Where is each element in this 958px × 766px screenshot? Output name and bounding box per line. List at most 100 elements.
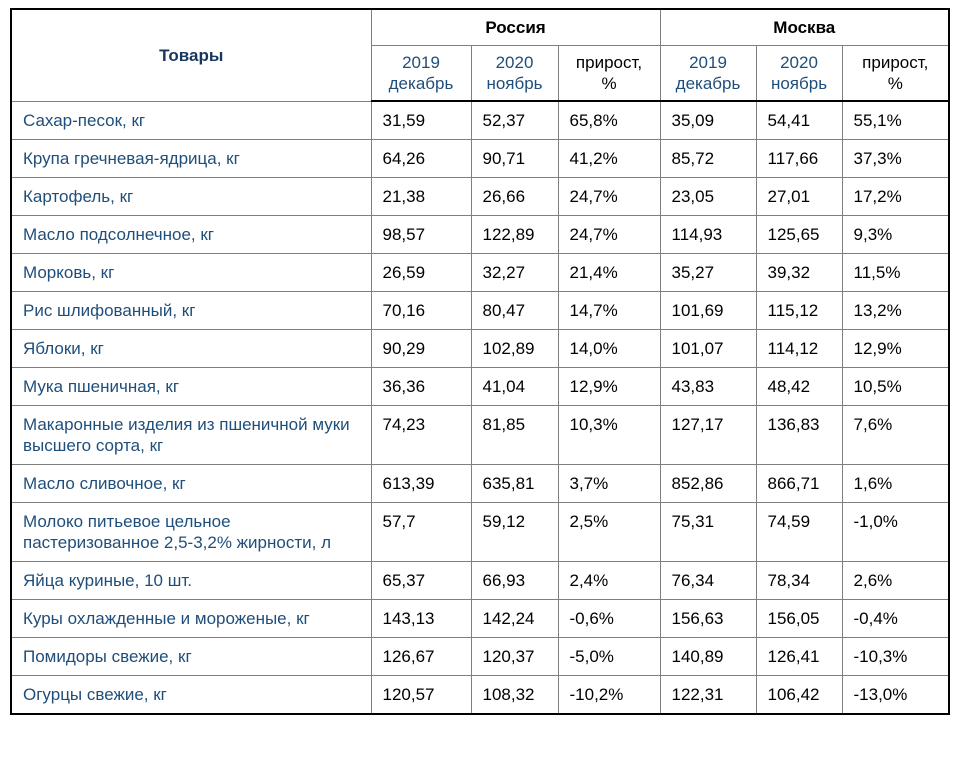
value-cell: -10,3% (841, 637, 950, 676)
value-cell: 3,7% (557, 464, 661, 503)
value-cell: 41,2% (557, 139, 661, 178)
value-cell: 127,17 (659, 405, 757, 465)
table-row: Морковь, кг 26,59 32,27 21,4% 35,27 39,32 11,5… (10, 253, 950, 292)
value-cell: 102,89 (470, 329, 559, 368)
column-group-russia: Россия (370, 8, 661, 46)
product-name-cell: Куры охлажденные и мороженые, кг (10, 599, 372, 638)
value-cell: 125,65 (755, 215, 843, 254)
value-cell: 114,93 (659, 215, 757, 254)
table-row: Крупа гречневая-ядрица, кг 64,26 90,71 41,2… (10, 139, 950, 178)
value-cell: 101,07 (659, 329, 757, 368)
value-cell: 35,09 (659, 100, 757, 140)
value-cell: 78,34 (755, 561, 843, 600)
value-cell: 117,66 (755, 139, 843, 178)
value-cell: 120,57 (370, 675, 472, 715)
value-cell: 115,12 (755, 291, 843, 330)
value-cell: 57,7 (370, 502, 472, 562)
table-row: Картофель, кг 21,38 26,66 24,7% 23,05 27,01 17… (10, 177, 950, 216)
value-cell: 55,1% (841, 100, 950, 140)
value-cell: 23,05 (659, 177, 757, 216)
value-cell: 54,41 (755, 100, 843, 140)
value-cell: 2,5% (557, 502, 661, 562)
value-cell: 64,26 (370, 139, 472, 178)
table-body: Сахар-песок, кг 31,59 52,37 65,8% 35,09 54,41… (10, 100, 950, 715)
product-name-cell: Молоко питьевое цельное пастеризованное … (10, 502, 372, 562)
subheader-2020-november-moscow: 2020 ноябрь (755, 45, 843, 102)
subheader-percent-sign: % (601, 74, 617, 93)
value-cell: -0,4% (841, 599, 950, 638)
table-row: Куры охлажденные и мороженые, кг 143,13 14… (10, 599, 950, 638)
value-cell: 35,27 (659, 253, 757, 292)
subheader-growth-label: прирост, (862, 53, 929, 72)
product-name-cell: Помидоры свежие, кг (10, 637, 372, 676)
table-row: Макаронные изделия из пшеничной муки выс… (10, 405, 950, 465)
subheader-year: 2019 (689, 53, 727, 72)
value-cell: 81,85 (470, 405, 559, 465)
value-cell: -0,6% (557, 599, 661, 638)
table-row: Яйца куриные, 10 шт. 65,37 66,93 2,4% 76,34 7… (10, 561, 950, 600)
product-name-cell: Крупа гречневая-ядрица, кг (10, 139, 372, 178)
value-cell: 52,37 (470, 100, 559, 140)
value-cell: 48,42 (755, 367, 843, 406)
value-cell: 2,4% (557, 561, 661, 600)
value-cell: -10,2% (557, 675, 661, 715)
table-row: Молоко питьевое цельное пастеризованное … (10, 502, 950, 562)
table-row: Огурцы свежие, кг 120,57 108,32 -10,2% 122,3… (10, 675, 950, 715)
value-cell: 7,6% (841, 405, 950, 465)
product-name-cell: Масло сливочное, кг (10, 464, 372, 503)
product-name-cell: Огурцы свежие, кг (10, 675, 372, 715)
subheader-2019-december-moscow: 2019 декабрь (659, 45, 757, 102)
value-cell: 75,31 (659, 502, 757, 562)
value-cell: 12,9% (841, 329, 950, 368)
value-cell: 122,89 (470, 215, 559, 254)
value-cell: 143,13 (370, 599, 472, 638)
value-cell: 10,3% (557, 405, 661, 465)
value-cell: 76,34 (659, 561, 757, 600)
value-cell: 37,3% (841, 139, 950, 178)
value-cell: 70,16 (370, 291, 472, 330)
value-cell: 85,72 (659, 139, 757, 178)
value-cell: 122,31 (659, 675, 757, 715)
value-cell: 1,6% (841, 464, 950, 503)
sub-header-row: 2019 декабрь 2020 ноябрь прирост, % 2019… (11, 45, 950, 102)
value-cell: 98,57 (370, 215, 472, 254)
value-cell: 108,32 (470, 675, 559, 715)
subheader-year: 2019 (402, 53, 440, 72)
value-cell: 12,9% (557, 367, 661, 406)
table-row: Рис шлифованный, кг 70,16 80,47 14,7% 101,69… (10, 291, 950, 330)
value-cell: 106,42 (755, 675, 843, 715)
column-group-moscow: Москва (659, 8, 950, 46)
value-cell: 126,67 (370, 637, 472, 676)
product-name-cell: Рис шлифованный, кг (10, 291, 372, 330)
value-cell: -1,0% (841, 502, 950, 562)
value-cell: 26,66 (470, 177, 559, 216)
value-cell: 21,4% (557, 253, 661, 292)
subheader-2020-november-russia: 2020 ноябрь (470, 45, 559, 102)
value-cell: 136,83 (755, 405, 843, 465)
subheader-month: ноябрь (770, 74, 828, 93)
value-cell: 66,93 (470, 561, 559, 600)
value-cell: 14,0% (557, 329, 661, 368)
product-name-cell: Мука пшеничная, кг (10, 367, 372, 406)
value-cell: 156,05 (755, 599, 843, 638)
value-cell: 65,37 (370, 561, 472, 600)
table-row: Мука пшеничная, кг 36,36 41,04 12,9% 43,83 48… (10, 367, 950, 406)
value-cell: 17,2% (841, 177, 950, 216)
subheader-month: декабрь (675, 74, 741, 93)
value-cell: 13,2% (841, 291, 950, 330)
value-cell: 59,12 (470, 502, 559, 562)
value-cell: 26,59 (370, 253, 472, 292)
subheader-growth-label: прирост, (575, 53, 643, 72)
value-cell: 90,29 (370, 329, 472, 368)
value-cell: -5,0% (557, 637, 661, 676)
value-cell: 635,81 (470, 464, 559, 503)
value-cell: 74,23 (370, 405, 472, 465)
value-cell: 43,83 (659, 367, 757, 406)
value-cell: 65,8% (557, 100, 661, 140)
product-name-cell: Сахар-песок, кг (10, 100, 372, 140)
product-name-cell: Картофель, кг (10, 177, 372, 216)
price-table: Товары Россия Москва 2019 декабрь 2020 н… (10, 8, 951, 715)
subheader-year: 2020 (495, 53, 534, 72)
value-cell: 80,47 (470, 291, 559, 330)
